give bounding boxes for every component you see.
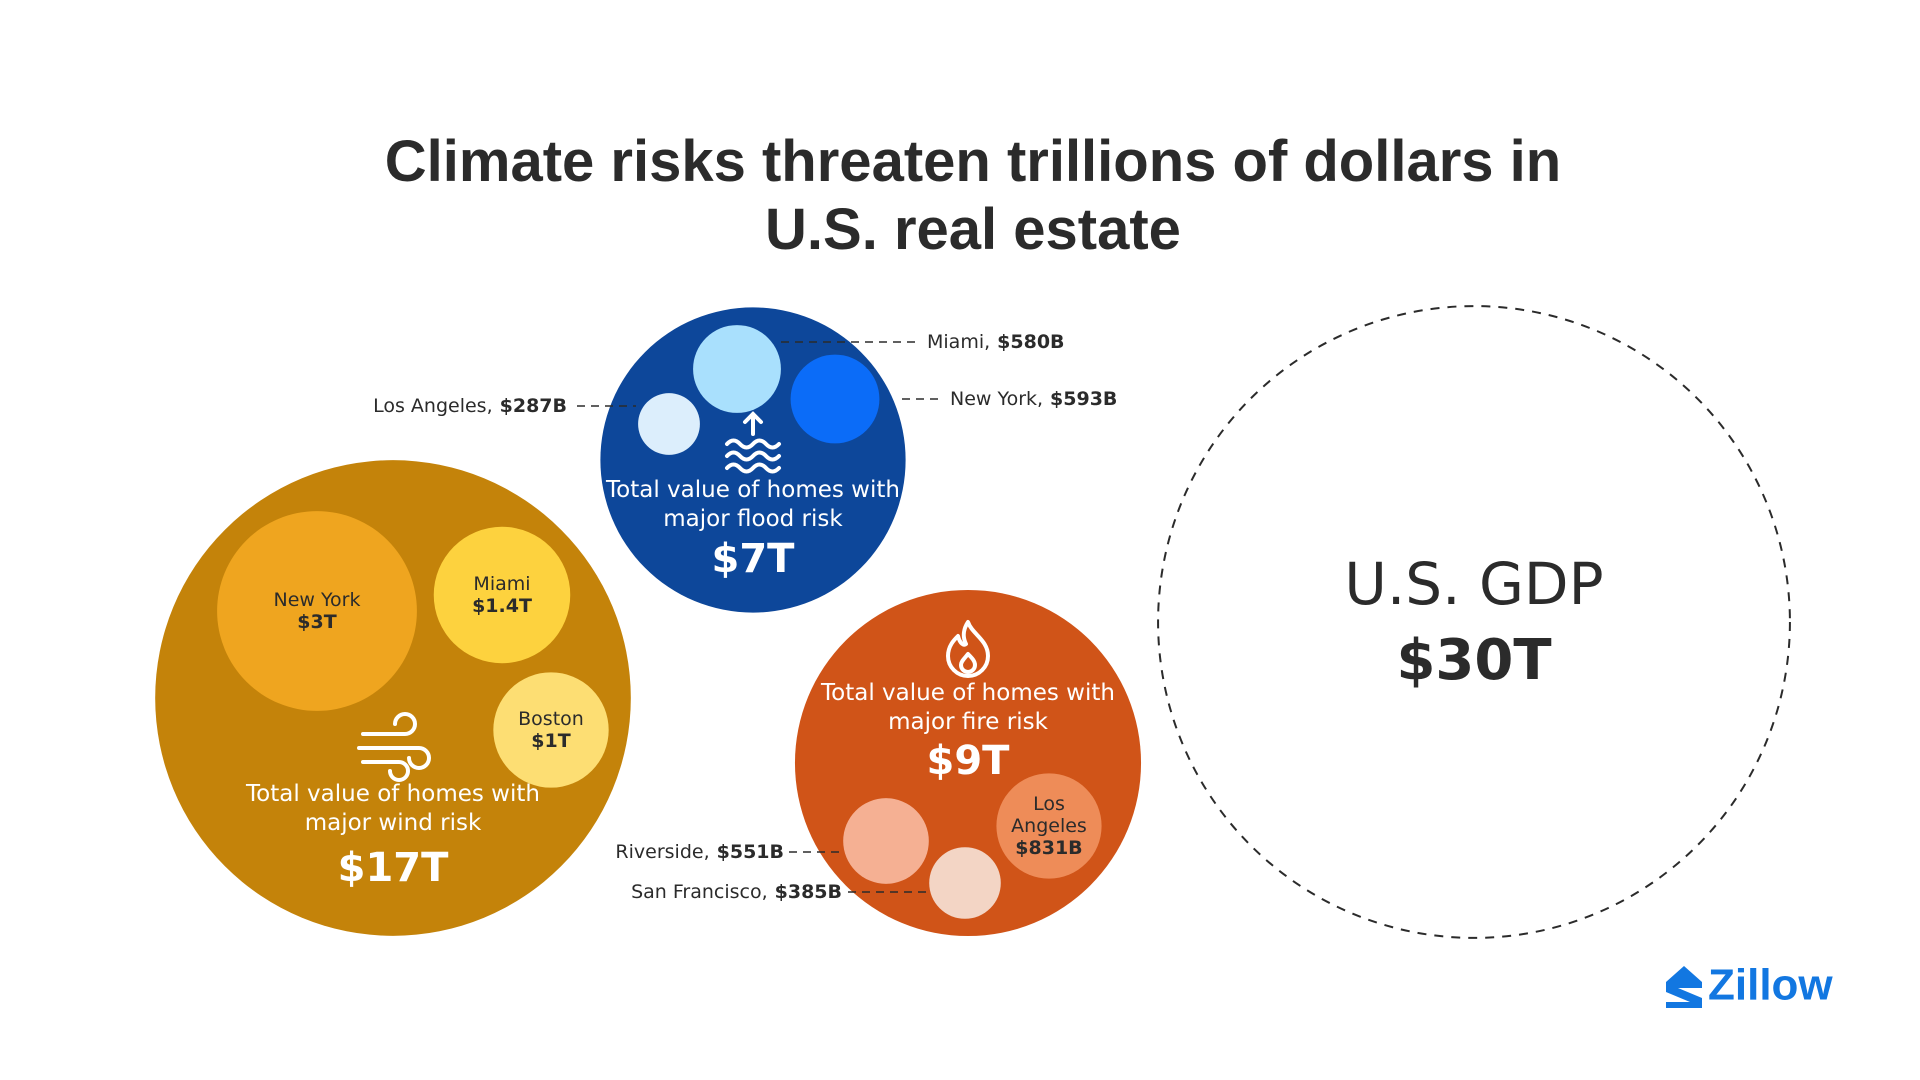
city-value: $3T <box>297 610 337 633</box>
brand-name: Zillow <box>1708 961 1833 1010</box>
city-name: San Francisco, <box>631 881 768 903</box>
city-name: Boston <box>518 707 584 730</box>
title-box: Climate risks threaten trillions of doll… <box>384 129 1562 262</box>
city-value: $593B <box>1050 388 1117 410</box>
city-bubble <box>433 526 571 664</box>
group-value: $17T <box>338 845 449 891</box>
city-name: Los Angeles, <box>373 395 493 417</box>
city-bubble <box>996 773 1102 879</box>
reference-name: U.S. GDP <box>1344 550 1603 618</box>
city-name: New York, <box>950 388 1043 410</box>
group-value: $9T <box>927 738 1011 784</box>
group-label: Total value of homes with major wind ris… <box>246 781 540 836</box>
city-bubble <box>929 847 1001 919</box>
group-label-box: Total value of homes with major fire ris… <box>821 680 1115 735</box>
reference-bubble <box>1157 305 1791 939</box>
group-value: $7T <box>712 536 796 582</box>
city-value: $1T <box>531 729 571 752</box>
city-name: Miami, <box>927 331 990 353</box>
city-bubble <box>693 325 781 413</box>
city-name: Riverside, <box>615 841 709 863</box>
city-value: $831B <box>1015 836 1083 859</box>
city-name: Los Angeles <box>1011 792 1087 837</box>
city-label: Los Angeles $831B <box>1002 773 1097 878</box>
city-label: Los Angeles, $287B <box>373 395 567 417</box>
city-label: New York, $593B <box>950 388 1117 410</box>
fire-icon <box>946 620 990 678</box>
city-label-box: Miami$1.4T <box>441 527 564 663</box>
city-bubble <box>843 798 929 884</box>
city-label: Riverside, $551B <box>615 841 784 863</box>
group-label-box: Total value of homes with major wind ris… <box>246 781 540 836</box>
city-value: $287B <box>500 395 567 417</box>
brand-logo: Zillow <box>1666 961 1833 1010</box>
city-label-box: New York$3T <box>227 511 407 711</box>
reference-value: $30T <box>1396 628 1551 693</box>
city-label: San Francisco, $385B <box>631 881 842 903</box>
city-value: $580B <box>997 331 1064 353</box>
city-value: $1.4T <box>472 594 532 617</box>
group-label-box: Total value of homes with major flood ri… <box>606 477 900 532</box>
city-name: New York <box>273 588 361 611</box>
chart-title: Climate risks threaten trillions of doll… <box>384 129 1562 262</box>
group-label: Total value of homes with major fire ris… <box>821 680 1115 735</box>
city-bubble <box>217 511 417 711</box>
brand-icon <box>1666 966 1702 1008</box>
city-bubble <box>493 672 609 788</box>
city-bubble <box>638 393 700 455</box>
city-bubble <box>790 354 880 444</box>
city-label: Miami, $580B <box>927 331 1065 353</box>
city-label: Boston $1T <box>499 672 603 787</box>
wind-icon <box>357 712 431 782</box>
flood-icon <box>725 411 781 474</box>
city-label-box: Los Angeles$831B <box>1002 773 1097 878</box>
city-value: $385B <box>775 881 842 903</box>
city-label: Miami $1.4T <box>441 527 564 663</box>
city-value: $551B <box>717 841 784 863</box>
city-label-box: Boston$1T <box>499 672 603 787</box>
city-name: Miami <box>473 572 531 595</box>
city-label: New York $3T <box>227 511 407 711</box>
group-label: Total value of homes with major flood ri… <box>606 477 900 532</box>
